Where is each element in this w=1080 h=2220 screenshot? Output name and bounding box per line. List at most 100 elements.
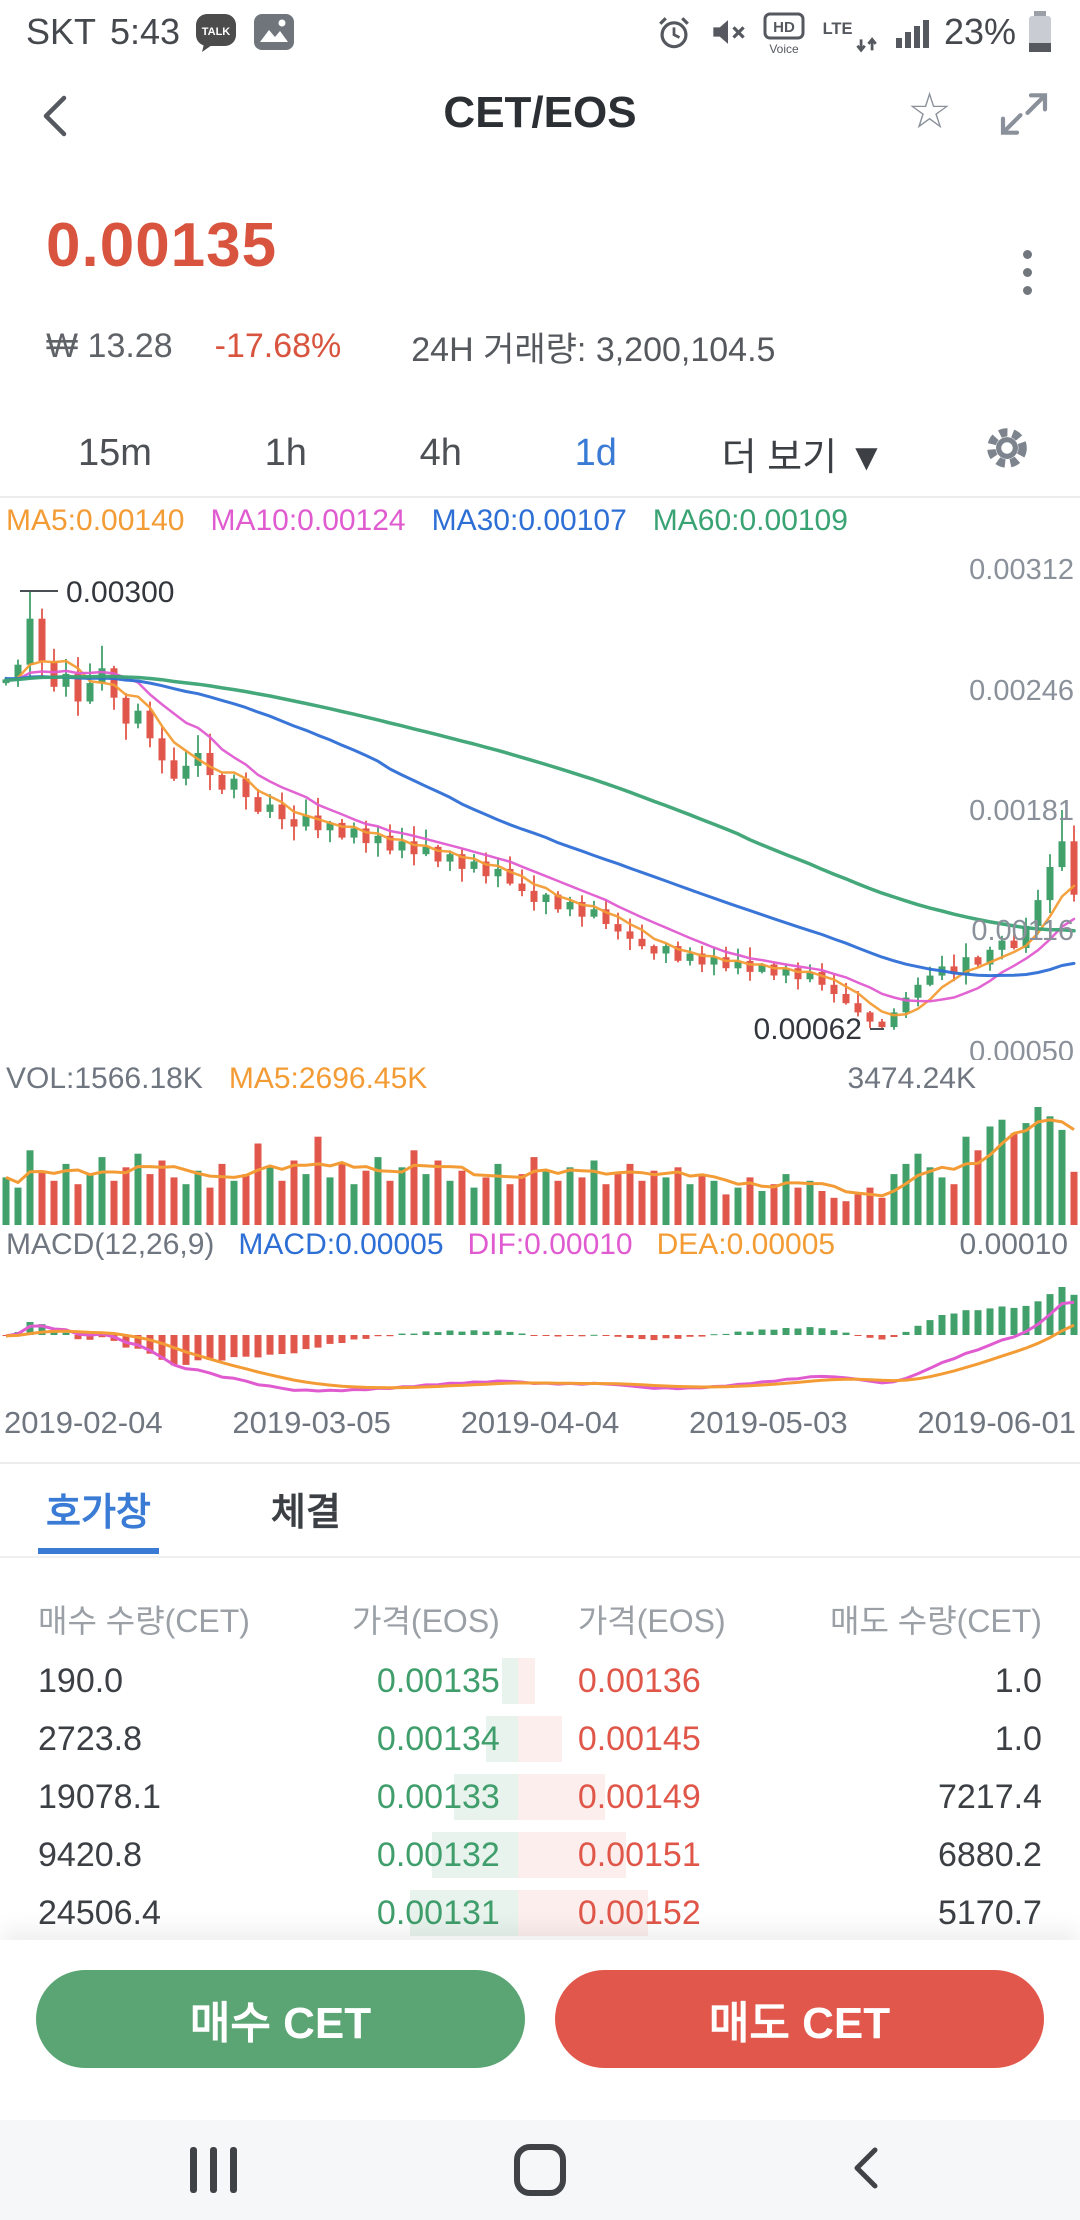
sell-qty: 5170.7 [937,1893,1042,1932]
sell-price: 0.00149 [577,1777,701,1816]
home-icon[interactable] [513,2144,566,2196]
sell-qty-header: 매도 수량(CET) [830,1603,1042,1639]
sell-depth-bar [518,1832,627,1878]
clock-label: 5:43 [110,11,181,52]
action-bar: 매수 CET 매도 CET [0,1940,1080,2120]
chart-settings-gear-icon[interactable] [982,423,1032,483]
more-timeframes-dropdown[interactable]: 더 보기 ▼ [721,436,886,479]
buy-price: 0.00134 [376,1719,500,1758]
buy-qty-header: 매수 수량(CET) [38,1603,250,1639]
svg-text:TALK: TALK [202,26,231,38]
macd-legend: MACD(12,26,9) MACD:0.00005 DIF:0.00010 D… [6,1228,1080,1262]
price-subinfo: ₩ 13.28 -17.68% 24H 거래량: 3,200,104.5 [46,322,775,371]
macd-params-label: MACD(12,26,9) [6,1228,215,1261]
svg-text:0.00246: 0.00246 [969,675,1074,707]
buy-button[interactable]: 매수 CET [36,1970,525,2068]
buy-price: 0.00132 [376,1835,500,1874]
orderbook-row[interactable]: 9420.8 0.00132 0.00151 6880.2 [0,1826,1080,1884]
buy-price-header: 가격(EOS) [352,1603,500,1639]
svg-text:LTE: LTE [823,20,853,38]
volume-chart[interactable] [0,1095,1080,1225]
sell-price: 0.00145 [577,1719,701,1758]
timeframe-4h[interactable]: 4h [419,431,462,474]
buy-price: 0.00135 [376,1661,500,1700]
date-tick: 2019-03-05 [232,1405,391,1440]
image-notification-icon [252,10,296,54]
orderbook-header: 매수 수량(CET) 가격(EOS) 가격(EOS) 매도 수량(CET) [0,1592,1080,1646]
timeframe-1h[interactable]: 1h [264,431,307,474]
change-percent: -17.68% [214,327,342,365]
sell-qty: 7217.4 [937,1777,1042,1816]
svg-text:0.00181: 0.00181 [969,795,1074,827]
vol-peak-label: 3474.24K [847,1062,976,1095]
buy-depth-bar [502,1658,519,1704]
dea-label: DEA:0.00005 [656,1228,836,1261]
svg-text:0.00312: 0.00312 [969,554,1074,586]
sell-price-header: 가격(EOS) [577,1603,726,1639]
volume-24h: 24H 거래량: 3,200,104.5 [411,331,776,369]
back-button[interactable] [26,86,86,146]
date-tick: 2019-05-03 [689,1405,848,1440]
buy-qty: 9420.8 [38,1835,142,1874]
macd-chart[interactable] [0,1265,1080,1405]
orderbook-row[interactable]: 24506.4 0.00131 0.00152 5170.7 [0,1884,1080,1942]
app-header: CET/EOS ☆ [0,64,1080,168]
buy-qty: 19078.1 [38,1777,161,1816]
timeframe-1d[interactable]: 1d [574,431,617,474]
date-tick: 2019-04-04 [460,1405,620,1440]
tab-trades[interactable]: 체결 [270,1492,341,1534]
buy-depth-bar [432,1832,519,1878]
svg-text:0.00116: 0.00116 [971,915,1074,947]
kakaotalk-notification-icon: TALK [194,10,238,54]
date-axis: 2019-02-04 2019-03-05 2019-04-04 2019-05… [0,1405,1080,1441]
sell-qty: 6880.2 [937,1835,1042,1874]
ma30-label: MA30:0.00107 [431,504,627,537]
sell-qty: 1.0 [994,1661,1042,1700]
macd-axis-label: 0.00010 [959,1228,1068,1261]
sell-depth-bar [518,1890,648,1936]
buy-price: 0.00133 [376,1777,500,1816]
status-bar: SKT 5:43 TALK HD Voice LTE 23% [0,0,1080,64]
vol-label: VOL:1566.18K [6,1062,203,1095]
orderbook-row[interactable]: 190.0 0.00135 0.00136 1.0 [0,1652,1080,1710]
svg-text:0.00300: 0.00300 [66,576,174,609]
chart-area: MA5:0.00140 MA10:0.00124 MA30:0.00107 MA… [0,500,1080,1445]
buy-depth-bar [453,1774,519,1820]
buy-qty: 2723.8 [38,1719,142,1758]
macd-value-label: MACD:0.00005 [238,1228,444,1261]
date-tick: 2019-06-01 [917,1405,1076,1440]
tab-orderbook[interactable]: 호가창 [38,1471,159,1554]
more-menu-icon[interactable] [1023,250,1032,295]
buy-price: 0.00131 [376,1893,500,1932]
divider [0,1556,1080,1558]
date-tick: 2019-02-04 [4,1405,163,1440]
orderbook-row[interactable]: 19078.1 0.00133 0.00149 7217.4 [0,1768,1080,1826]
battery-icon [1026,9,1054,55]
favorite-star-icon[interactable]: ☆ [907,83,952,139]
sell-qty: 1.0 [994,1719,1042,1758]
alarm-icon [652,10,696,54]
fullscreen-icon[interactable] [996,86,1052,147]
signal-strength-icon [894,10,934,54]
ma10-label: MA10:0.00124 [210,504,406,537]
ma-legend: MA5:0.00140 MA10:0.00124 MA30:0.00107 MA… [6,504,848,538]
svg-text:HD: HD [773,19,795,36]
buy-qty: 190.0 [38,1661,124,1700]
ma5-label: MA5:0.00140 [6,504,185,537]
candlestick-chart[interactable]: 0.00312 0.00246 0.00181 0.00116 0.00050 0.003… [0,545,1080,1068]
divider [0,1462,1080,1464]
carrier-label: SKT [26,11,97,52]
mute-icon [706,10,750,54]
svg-text:Voice: Voice [769,42,799,56]
timeframe-15m[interactable]: 15m [78,431,152,474]
sell-button[interactable]: 매도 CET [555,1970,1044,2068]
buy-depth-bar [486,1716,519,1762]
krw-price: ₩ 13.28 [46,327,173,365]
vol-ma5-label: MA5:2696.45K [228,1062,428,1095]
orderbook-row[interactable]: 2723.8 0.00134 0.00145 1.0 [0,1710,1080,1768]
volume-legend: VOL:1566.18K MA5:2696.45K 3474.24K [6,1062,1080,1096]
sell-depth-bar [518,1716,562,1762]
recents-icon[interactable] [190,2147,237,2193]
divider [0,496,1080,498]
nav-back-icon[interactable] [842,2138,890,2203]
